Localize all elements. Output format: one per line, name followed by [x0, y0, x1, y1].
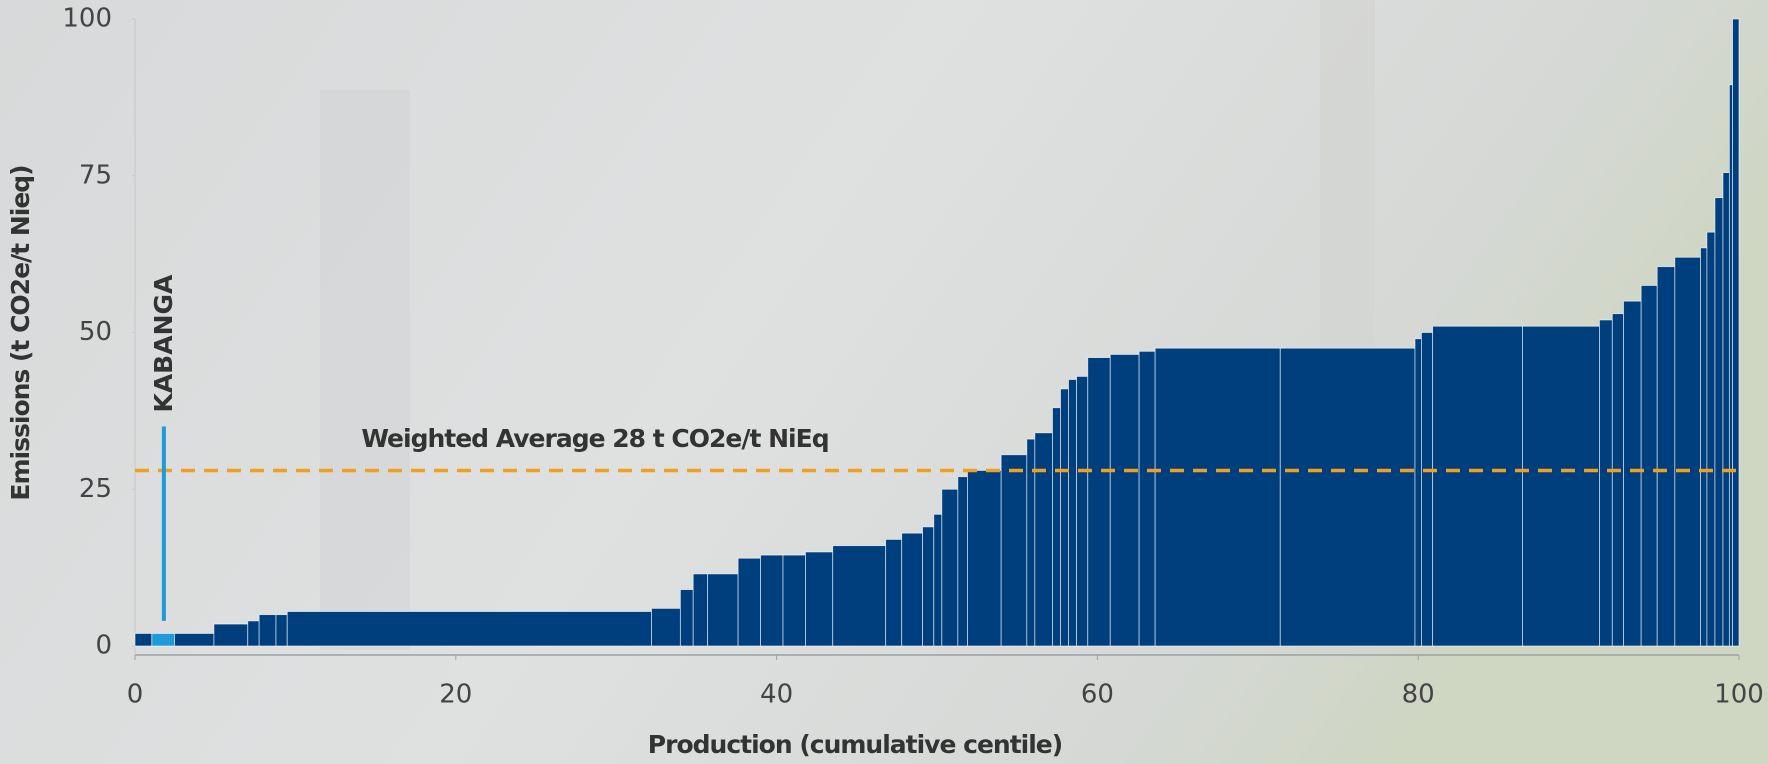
reference-label: Weighted Average 28 t CO2e/t NiEq	[361, 424, 828, 453]
bar	[1052, 407, 1061, 647]
bar	[901, 532, 923, 647]
bar	[692, 573, 709, 647]
bar	[1623, 300, 1642, 647]
bar	[885, 539, 903, 647]
bar	[1522, 325, 1600, 647]
bar	[286, 611, 652, 647]
bar	[967, 470, 1002, 647]
x-tick-label: 0	[127, 680, 144, 710]
bar	[1154, 347, 1281, 647]
bar	[1640, 285, 1658, 647]
bar	[760, 554, 784, 647]
x-tick-label: 60	[1081, 680, 1114, 710]
bar	[1432, 325, 1523, 647]
bar	[957, 476, 968, 647]
bar	[1599, 319, 1613, 647]
annotation-label: KABANGA	[149, 274, 178, 413]
bar	[1068, 379, 1077, 647]
bar	[651, 607, 681, 647]
bar	[1706, 231, 1716, 647]
bar	[258, 614, 277, 647]
bar	[922, 526, 935, 647]
bar	[1000, 454, 1028, 647]
plot-area: 0 25 50 75 100 0 20 40 60 80 100 Weighted Average 2…	[62, 4, 1763, 710]
bar	[805, 551, 834, 647]
bar	[1421, 332, 1434, 647]
bar	[1087, 357, 1111, 647]
bar	[1279, 347, 1416, 647]
bar	[174, 633, 215, 647]
bar	[247, 620, 260, 647]
y-tick-label: 100	[62, 4, 112, 34]
bar	[213, 623, 249, 647]
bar	[679, 589, 694, 647]
x-tick-label: 80	[1402, 680, 1435, 710]
bar	[1034, 432, 1053, 647]
bar	[1611, 313, 1624, 647]
bar	[1700, 247, 1708, 647]
bar	[1414, 338, 1422, 647]
bar	[1656, 266, 1676, 647]
background-shape	[320, 90, 410, 650]
bar	[1732, 18, 1740, 647]
bar	[941, 488, 959, 647]
x-tick-label: 40	[760, 680, 793, 710]
bar	[1674, 256, 1701, 647]
x-tick-label: 100	[1714, 680, 1764, 710]
bar	[707, 573, 739, 647]
bar	[1076, 375, 1089, 647]
y-tick-label: 0	[95, 631, 112, 661]
bar	[1060, 388, 1069, 647]
bar	[1138, 350, 1156, 647]
y-tick-label: 75	[79, 160, 112, 190]
bar	[275, 614, 288, 647]
bar	[151, 633, 175, 647]
y-axis-title: Emissions (t CO2e/t Nieq)	[6, 165, 35, 500]
bar	[1728, 84, 1733, 647]
bar	[832, 545, 887, 647]
bar	[1714, 197, 1724, 647]
bar	[1722, 172, 1730, 647]
bar	[134, 633, 153, 647]
bar	[737, 557, 761, 647]
x-tick-label: 20	[439, 680, 472, 710]
bar	[933, 513, 943, 647]
y-tick-label: 25	[79, 474, 112, 504]
x-axis-title: Production (cumulative centile)	[648, 730, 1062, 759]
bar	[782, 554, 806, 647]
y-tick-label: 50	[79, 317, 112, 347]
bar	[1109, 354, 1140, 647]
